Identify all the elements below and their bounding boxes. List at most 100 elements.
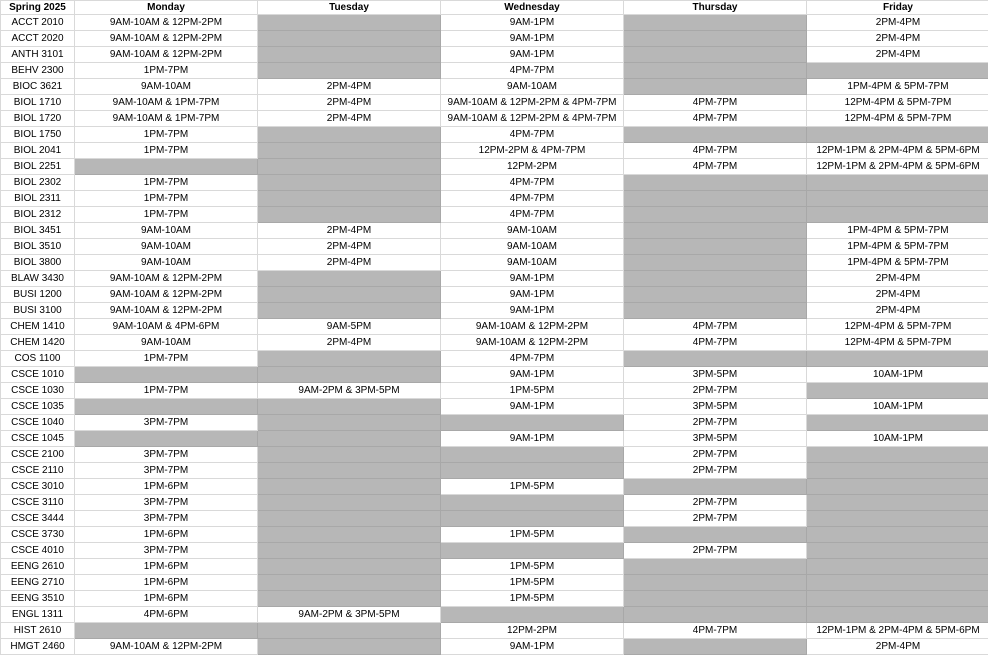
slot-cell-thursday[interactable]: 2PM-7PM (624, 463, 807, 479)
slot-cell-tuesday[interactable] (258, 495, 441, 511)
slot-cell-thursday[interactable] (624, 15, 807, 31)
slot-cell-thursday[interactable] (624, 255, 807, 271)
slot-cell-friday[interactable]: 1PM-4PM & 5PM-7PM (807, 255, 988, 271)
slot-cell-monday[interactable]: 9AM-10AM & 12PM-2PM (75, 15, 258, 31)
slot-cell-friday[interactable] (807, 207, 988, 223)
slot-cell-thursday[interactable] (624, 351, 807, 367)
slot-cell-wednesday[interactable]: 9AM-10AM (441, 255, 624, 271)
slot-cell-wednesday[interactable] (441, 495, 624, 511)
slot-cell-friday[interactable] (807, 191, 988, 207)
slot-cell-wednesday[interactable] (441, 511, 624, 527)
slot-cell-thursday[interactable] (624, 47, 807, 63)
slot-cell-thursday[interactable] (624, 303, 807, 319)
slot-cell-tuesday[interactable] (258, 63, 441, 79)
slot-cell-friday[interactable] (807, 63, 988, 79)
course-cell[interactable]: HMGT 2460 (1, 639, 75, 655)
slot-cell-tuesday[interactable]: 2PM-4PM (258, 223, 441, 239)
slot-cell-tuesday[interactable] (258, 143, 441, 159)
slot-cell-wednesday[interactable] (441, 447, 624, 463)
slot-cell-wednesday[interactable]: 12PM-2PM & 4PM-7PM (441, 143, 624, 159)
slot-cell-thursday[interactable] (624, 271, 807, 287)
slot-cell-tuesday[interactable] (258, 127, 441, 143)
slot-cell-monday[interactable]: 1PM-7PM (75, 63, 258, 79)
slot-cell-tuesday[interactable] (258, 31, 441, 47)
slot-cell-monday[interactable] (75, 159, 258, 175)
slot-cell-monday[interactable]: 9AM-10AM (75, 335, 258, 351)
slot-cell-tuesday[interactable]: 2PM-4PM (258, 335, 441, 351)
slot-cell-wednesday[interactable]: 1PM-5PM (441, 575, 624, 591)
slot-cell-friday[interactable]: 12PM-4PM & 5PM-7PM (807, 111, 988, 127)
slot-cell-monday[interactable]: 1PM-7PM (75, 351, 258, 367)
slot-cell-thursday[interactable] (624, 639, 807, 655)
slot-cell-wednesday[interactable]: 9AM-10AM & 12PM-2PM (441, 319, 624, 335)
slot-cell-thursday[interactable] (624, 127, 807, 143)
slot-cell-tuesday[interactable] (258, 175, 441, 191)
slot-cell-tuesday[interactable] (258, 479, 441, 495)
slot-cell-monday[interactable]: 3PM-7PM (75, 543, 258, 559)
slot-cell-monday[interactable]: 1PM-7PM (75, 383, 258, 399)
slot-cell-monday[interactable]: 1PM-6PM (75, 527, 258, 543)
slot-cell-friday[interactable] (807, 511, 988, 527)
slot-cell-thursday[interactable] (624, 479, 807, 495)
slot-cell-friday[interactable]: 12PM-1PM & 2PM-4PM & 5PM-6PM (807, 159, 988, 175)
slot-cell-friday[interactable] (807, 127, 988, 143)
slot-cell-tuesday[interactable] (258, 527, 441, 543)
slot-cell-monday[interactable] (75, 623, 258, 639)
course-cell[interactable]: CSCE 3444 (1, 511, 75, 527)
slot-cell-wednesday[interactable]: 9AM-1PM (441, 15, 624, 31)
slot-cell-monday[interactable]: 9AM-10AM (75, 79, 258, 95)
slot-cell-tuesday[interactable] (258, 15, 441, 31)
slot-cell-monday[interactable]: 9AM-10AM & 12PM-2PM (75, 271, 258, 287)
slot-cell-tuesday[interactable]: 2PM-4PM (258, 239, 441, 255)
course-cell[interactable]: CSCE 4010 (1, 543, 75, 559)
slot-cell-monday[interactable]: 9AM-10AM & 1PM-7PM (75, 111, 258, 127)
slot-cell-wednesday[interactable] (441, 415, 624, 431)
slot-cell-tuesday[interactable] (258, 47, 441, 63)
slot-cell-wednesday[interactable]: 9AM-1PM (441, 639, 624, 655)
slot-cell-friday[interactable] (807, 351, 988, 367)
slot-cell-monday[interactable]: 1PM-6PM (75, 479, 258, 495)
slot-cell-thursday[interactable] (624, 591, 807, 607)
course-cell[interactable]: CHEM 1420 (1, 335, 75, 351)
slot-cell-tuesday[interactable]: 2PM-4PM (258, 111, 441, 127)
slot-cell-wednesday[interactable]: 9AM-10AM & 12PM-2PM (441, 335, 624, 351)
slot-cell-thursday[interactable]: 2PM-7PM (624, 383, 807, 399)
slot-cell-tuesday[interactable] (258, 559, 441, 575)
slot-cell-friday[interactable]: 1PM-4PM & 5PM-7PM (807, 79, 988, 95)
slot-cell-tuesday[interactable]: 2PM-4PM (258, 95, 441, 111)
course-cell[interactable]: CSCE 2100 (1, 447, 75, 463)
day-header-friday[interactable]: Friday (807, 1, 988, 15)
slot-cell-wednesday[interactable] (441, 543, 624, 559)
slot-cell-friday[interactable]: 2PM-4PM (807, 31, 988, 47)
slot-cell-friday[interactable] (807, 607, 988, 623)
course-cell[interactable]: BUSI 1200 (1, 287, 75, 303)
slot-cell-friday[interactable] (807, 591, 988, 607)
slot-cell-tuesday[interactable] (258, 271, 441, 287)
slot-cell-tuesday[interactable] (258, 543, 441, 559)
slot-cell-monday[interactable]: 1PM-7PM (75, 191, 258, 207)
course-cell[interactable]: CSCE 1040 (1, 415, 75, 431)
slot-cell-friday[interactable]: 1PM-4PM & 5PM-7PM (807, 223, 988, 239)
course-cell[interactable]: BIOL 2311 (1, 191, 75, 207)
slot-cell-friday[interactable] (807, 495, 988, 511)
slot-cell-thursday[interactable]: 4PM-7PM (624, 159, 807, 175)
slot-cell-tuesday[interactable] (258, 431, 441, 447)
slot-cell-wednesday[interactable]: 9AM-1PM (441, 287, 624, 303)
slot-cell-monday[interactable]: 3PM-7PM (75, 463, 258, 479)
slot-cell-friday[interactable] (807, 527, 988, 543)
slot-cell-wednesday[interactable]: 1PM-5PM (441, 527, 624, 543)
slot-cell-monday[interactable] (75, 367, 258, 383)
course-cell[interactable]: BIOL 1750 (1, 127, 75, 143)
slot-cell-thursday[interactable]: 2PM-7PM (624, 415, 807, 431)
slot-cell-wednesday[interactable]: 9AM-10AM (441, 239, 624, 255)
slot-cell-thursday[interactable]: 2PM-7PM (624, 543, 807, 559)
slot-cell-monday[interactable]: 9AM-10AM (75, 223, 258, 239)
slot-cell-thursday[interactable]: 4PM-7PM (624, 319, 807, 335)
slot-cell-wednesday[interactable] (441, 607, 624, 623)
slot-cell-monday[interactable]: 4PM-6PM (75, 607, 258, 623)
course-cell[interactable]: ENGL 1311 (1, 607, 75, 623)
course-cell[interactable]: BIOL 3451 (1, 223, 75, 239)
slot-cell-friday[interactable]: 12PM-4PM & 5PM-7PM (807, 95, 988, 111)
slot-cell-wednesday[interactable]: 4PM-7PM (441, 351, 624, 367)
slot-cell-friday[interactable]: 2PM-4PM (807, 47, 988, 63)
